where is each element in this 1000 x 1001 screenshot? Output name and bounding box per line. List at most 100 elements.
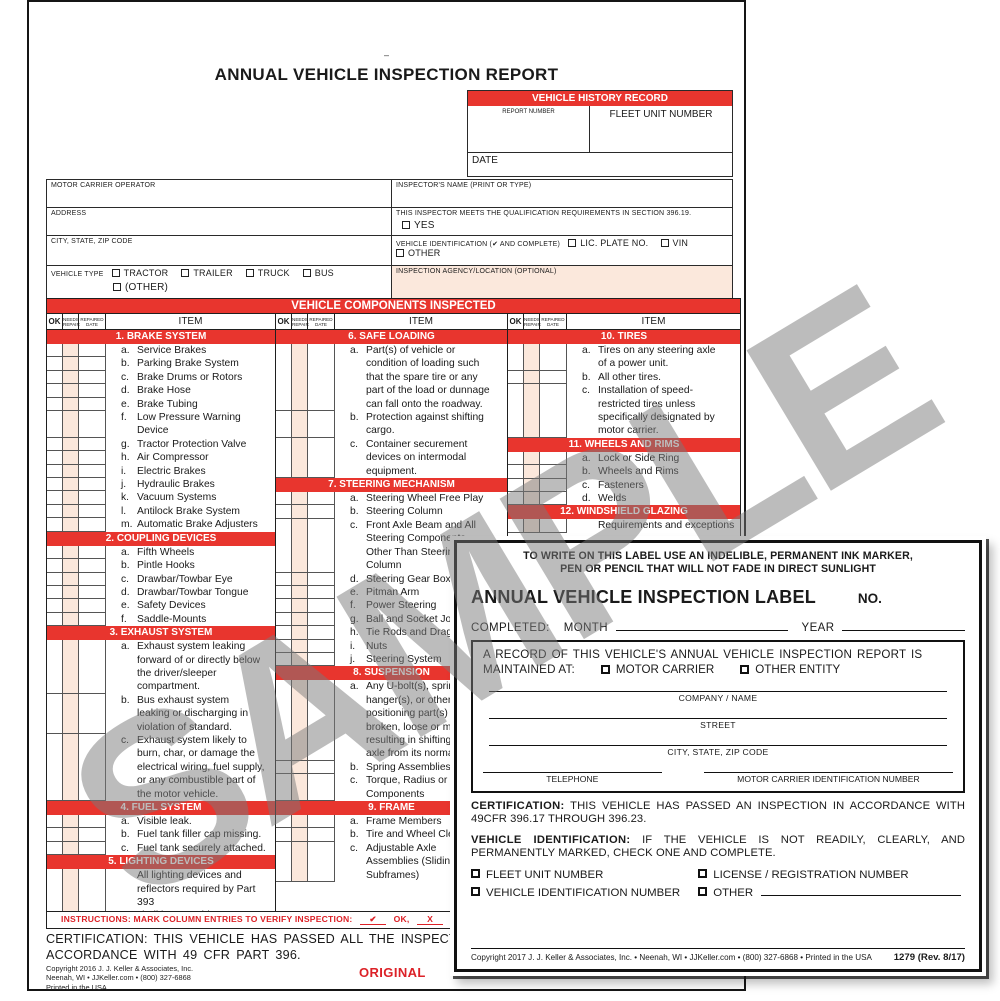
needs-repair-cell[interactable] — [524, 519, 540, 533]
other-write-line[interactable] — [761, 894, 961, 896]
ok-cell[interactable] — [47, 491, 63, 505]
other-type-checkbox[interactable]: (OTHER) — [51, 282, 387, 293]
repaired-date-cell[interactable] — [79, 491, 106, 505]
repaired-date-cell[interactable] — [79, 599, 106, 613]
ok-cell[interactable] — [276, 492, 292, 506]
yes-checkbox[interactable]: YES — [396, 220, 728, 231]
tractor-checkbox[interactable]: TRACTOR — [111, 268, 169, 278]
repaired-date-cell[interactable] — [308, 411, 335, 438]
repaired-date-cell[interactable] — [79, 828, 106, 842]
ok-cell[interactable] — [276, 760, 292, 775]
lic-plate-checkbox[interactable]: LIC. PLATE NO. — [568, 238, 648, 248]
needs-repair-cell[interactable] — [292, 437, 308, 479]
tractor-checkbox-icon[interactable] — [111, 269, 120, 277]
needs-repair-cell[interactable] — [292, 841, 308, 883]
lic-plate-checkbox-icon[interactable] — [568, 239, 577, 247]
ok-cell[interactable] — [508, 465, 524, 479]
needs-repair-cell[interactable] — [524, 370, 540, 385]
needs-repair-cell[interactable] — [292, 572, 308, 586]
ok-cell[interactable] — [47, 612, 63, 627]
vin-checkbox[interactable]: VIN — [660, 238, 689, 248]
ok-cell[interactable] — [47, 585, 63, 600]
repaired-date-cell[interactable] — [79, 397, 106, 412]
needs-repair-cell[interactable] — [524, 492, 540, 506]
bus-checkbox-icon[interactable] — [302, 269, 311, 277]
needs-repair-cell[interactable] — [292, 680, 308, 761]
vin-number-checkbox-icon[interactable] — [471, 886, 480, 896]
mc-id-field[interactable]: MOTOR CARRIER IDENTIFICATION NUMBER — [703, 772, 953, 784]
license-reg-checkbox-icon[interactable] — [698, 868, 708, 878]
city-state-zip-field[interactable]: CITY, STATE, ZIP CODE — [47, 236, 392, 265]
other-entity-checkbox[interactable]: OTHER ENTITY — [740, 663, 840, 676]
needs-repair-cell[interactable] — [63, 545, 79, 560]
repaired-date-cell[interactable] — [308, 492, 335, 506]
truck-checkbox[interactable]: TRUCK — [245, 268, 290, 278]
repaired-date-cell[interactable] — [79, 370, 106, 385]
repaired-date-cell[interactable] — [308, 815, 335, 829]
inspection-agency-field[interactable]: INSPECTION AGENCY/LOCATION (OPTIONAL) — [392, 266, 732, 300]
repaired-date-cell[interactable] — [79, 464, 106, 479]
repaired-date-cell[interactable] — [79, 384, 106, 398]
ok-cell[interactable] — [276, 572, 292, 586]
needs-repair-cell[interactable] — [292, 492, 308, 506]
repaired-date-cell[interactable] — [79, 640, 106, 694]
ok-cell[interactable] — [47, 344, 63, 358]
ok-cell[interactable] — [47, 464, 63, 479]
other-type-checkbox-icon[interactable] — [113, 283, 121, 291]
needs-repair-cell[interactable] — [63, 828, 79, 842]
ok-cell[interactable] — [47, 384, 63, 398]
repaired-date-cell[interactable] — [79, 451, 106, 465]
ok-cell[interactable] — [47, 815, 63, 829]
ok-cell[interactable] — [276, 626, 292, 640]
repaired-date-cell[interactable] — [79, 869, 106, 911]
repaired-date-cell[interactable] — [308, 505, 335, 519]
needs-repair-cell[interactable] — [292, 612, 308, 627]
ok-cell[interactable] — [508, 370, 524, 385]
needs-repair-cell[interactable] — [292, 815, 308, 829]
needs-repair-cell[interactable] — [63, 559, 79, 573]
vin-checkbox-icon[interactable] — [660, 239, 669, 247]
needs-repair-cell[interactable] — [63, 344, 79, 358]
ok-cell[interactable] — [47, 451, 63, 465]
trailer-checkbox-icon[interactable] — [181, 269, 190, 277]
needs-repair-cell[interactable] — [292, 760, 308, 775]
needs-repair-cell[interactable] — [524, 478, 540, 493]
needs-repair-cell[interactable] — [63, 693, 79, 734]
ok-cell[interactable] — [47, 559, 63, 573]
repaired-date-cell[interactable] — [540, 519, 567, 533]
repaired-date-cell[interactable] — [540, 451, 567, 466]
ok-cell[interactable] — [47, 869, 63, 911]
needs-repair-cell[interactable] — [292, 639, 308, 653]
repaired-date-cell[interactable] — [79, 841, 106, 856]
needs-repair-cell[interactable] — [63, 504, 79, 519]
motor-carrier-checkbox-icon[interactable] — [600, 665, 610, 674]
needs-repair-cell[interactable] — [292, 344, 308, 412]
repaired-date-cell[interactable] — [79, 344, 106, 358]
repaired-date-cell[interactable] — [79, 478, 106, 492]
needs-repair-cell[interactable] — [524, 451, 540, 466]
ok-cell[interactable] — [47, 733, 63, 801]
needs-repair-cell[interactable] — [292, 652, 308, 667]
month-write-line[interactable] — [615, 630, 788, 631]
needs-repair-cell[interactable] — [63, 451, 79, 465]
repaired-date-cell[interactable] — [540, 344, 567, 371]
other-id-checkbox[interactable]: OTHER — [396, 248, 441, 258]
repaired-date-cell[interactable] — [308, 344, 335, 412]
needs-repair-cell[interactable] — [524, 344, 540, 371]
other-id-checkbox-icon[interactable] — [396, 249, 404, 257]
inspector-name-field[interactable]: INSPECTOR'S NAME (PRINT OR TYPE) — [396, 182, 532, 189]
repaired-date-cell[interactable] — [308, 828, 335, 842]
ok-cell[interactable] — [276, 518, 292, 573]
truck-checkbox-icon[interactable] — [245, 269, 254, 277]
repaired-date-cell[interactable] — [308, 626, 335, 640]
repaired-date-cell[interactable] — [308, 572, 335, 586]
ok-cell[interactable] — [276, 411, 292, 438]
needs-repair-cell[interactable] — [63, 411, 79, 438]
repaired-date-cell[interactable] — [540, 384, 567, 438]
repaired-date-cell[interactable] — [308, 518, 335, 573]
needs-repair-cell[interactable] — [63, 733, 79, 801]
needs-repair-cell[interactable] — [63, 841, 79, 856]
repaired-date-cell[interactable] — [79, 693, 106, 734]
date-field[interactable]: DATE — [468, 152, 732, 176]
needs-repair-cell[interactable] — [63, 612, 79, 627]
